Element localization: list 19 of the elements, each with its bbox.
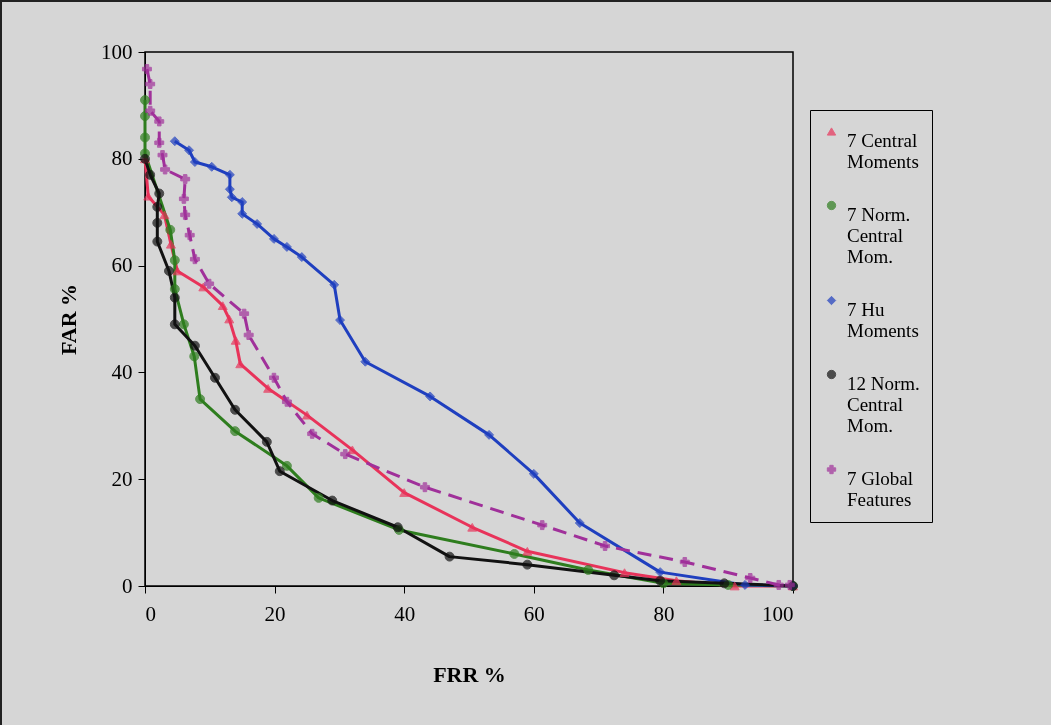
x-tick-label: 0: [145, 601, 156, 626]
legend-label: 7 Norm. Central Mom.: [847, 203, 911, 267]
y-tick-label: 100: [101, 39, 133, 64]
y-tick-label: 0: [122, 573, 133, 598]
x-axis-title: FRR %: [433, 661, 506, 687]
y-axis-title: FAR %: [56, 283, 81, 356]
legend-label: 7 Hu Moments: [847, 298, 919, 341]
legend-label: 12 Norm. Central Mom.: [847, 372, 920, 436]
legend-label: 7 Global Features: [847, 467, 913, 510]
x-tick-label: 100: [762, 601, 794, 626]
y-tick-label: 80: [111, 146, 133, 171]
x-tick-label: 80: [653, 601, 675, 626]
y-tick-label: 60: [111, 253, 133, 278]
y-tick-label: 20: [111, 466, 133, 491]
legend-label: 7 Central Moments: [847, 129, 919, 172]
x-tick-label: 20: [264, 601, 286, 626]
x-tick-label: 40: [394, 601, 416, 626]
y-tick-label: 40: [111, 359, 133, 384]
x-tick-label: 60: [523, 601, 545, 626]
